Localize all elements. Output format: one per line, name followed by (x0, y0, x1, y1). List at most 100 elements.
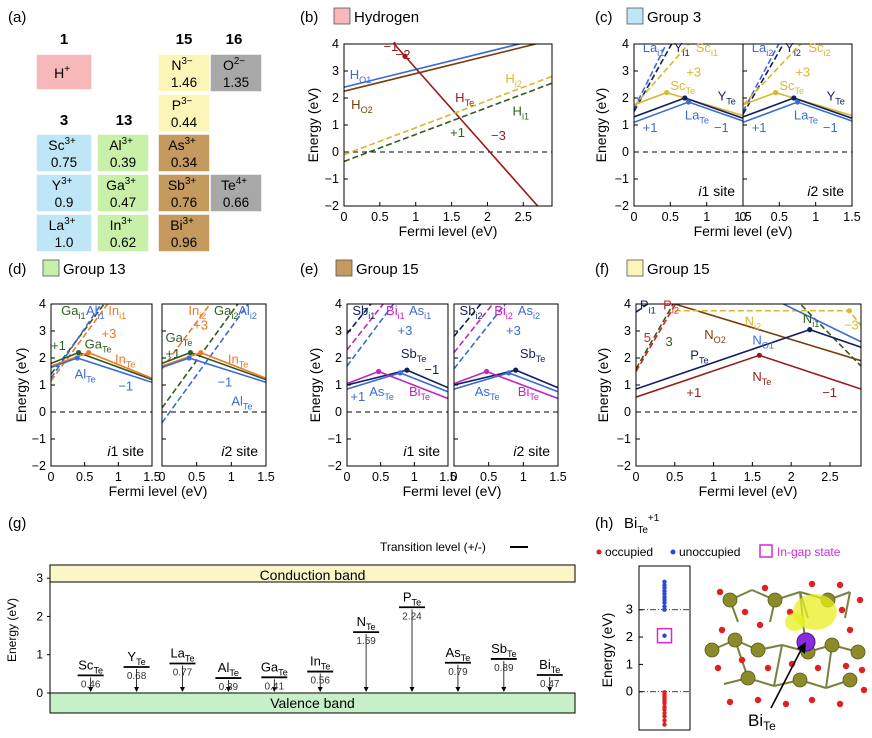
ion-symbol-sup: 3− (181, 96, 192, 107)
site-label: i1 site (107, 443, 144, 459)
ion-symbol: Ga3+ (106, 176, 136, 193)
series-line-N_O1 (783, 304, 861, 343)
annotation-sub: Te (835, 97, 845, 107)
x-tick-label: 1 (703, 210, 710, 224)
chart-panel-b: 0 0.5 1 1.5 2 2.5−2−101234HO1HO2HTeHi2Hi1−1−2… (325, 37, 553, 224)
legend-unoccupied-text: unoccupied (679, 545, 740, 559)
annotation-main: La (752, 40, 767, 55)
x-axis-title: Fermi level (eV) (699, 483, 798, 499)
annotation: +1 (350, 389, 365, 404)
te-atom (722, 592, 738, 608)
y-tick-label: 3 (332, 64, 339, 78)
annotation: LaTe (794, 108, 818, 126)
category-label: InTe (310, 654, 330, 672)
transition-point (685, 99, 692, 105)
annotation-sub: Te (795, 86, 805, 96)
arrow-head (88, 687, 94, 692)
annotation: −3 (491, 128, 506, 143)
ion-radius: 0.62 (110, 235, 136, 250)
x-tick-label: 1.5 (439, 470, 456, 484)
annotation-main: H (505, 71, 514, 86)
charge-isosurface (785, 613, 805, 631)
category-label-sub: Te (507, 649, 517, 659)
annotation: Ni2 (745, 314, 761, 332)
ion-cell (157, 93, 211, 133)
annotation: AsTe (369, 384, 394, 402)
ion-radius: 1.46 (171, 75, 197, 90)
site-label-italic: i (221, 443, 225, 459)
annotation-main: Y (718, 89, 727, 104)
annotation-sub: Te (183, 338, 193, 348)
transition-point (402, 53, 408, 59)
y-axis-title: Energy (eV) (5, 598, 19, 662)
annotation: Sci1 (696, 40, 718, 58)
series-line-P_i2_3 (636, 304, 675, 370)
o-atom (808, 580, 816, 588)
y-tick-label: 2 (39, 351, 46, 365)
x-tick-label: 0.5 (188, 470, 205, 484)
panel-c-title: Group 3 (647, 9, 701, 26)
annotation: +1 (643, 120, 658, 135)
annotation-sub: Te (384, 392, 394, 402)
category-label-main: Bi (539, 657, 551, 672)
annotation-sub: i1 (119, 311, 126, 321)
state-point-occupied (662, 718, 667, 723)
annotation-sub: i1 (78, 311, 85, 321)
ion-symbol: N3− (171, 56, 193, 73)
annotation: GaTe (165, 330, 192, 348)
legend-unoccupied-dot (670, 549, 676, 555)
category-label: AlTe (218, 660, 239, 678)
transition-point (846, 308, 852, 314)
annotation-sub: i1 (398, 311, 405, 321)
annotation: Lai1 (643, 40, 665, 58)
te-atom (842, 672, 858, 688)
annotation-sub: Te (699, 116, 709, 126)
annotation: +1 (752, 120, 767, 135)
annotation-main: Bi (518, 384, 530, 399)
bi-pointer-head (797, 642, 806, 654)
y-tick-label: −2 (32, 459, 46, 473)
y-tick-label: −2 (325, 199, 339, 213)
ion-radius: 0.47 (110, 195, 136, 210)
annotation: HO2 (351, 97, 373, 115)
annotation-main: La (794, 108, 809, 123)
ion-symbol-main: Sc (48, 137, 64, 153)
plot-area (636, 304, 861, 413)
category-label-main: La (170, 646, 185, 661)
in-gap-box (656, 627, 673, 644)
y-tick-label: 1 (622, 118, 629, 132)
ion-symbol-sup: 3+ (64, 216, 75, 227)
transition-point (773, 90, 779, 96)
annotation-sub: Te (808, 116, 818, 126)
y-tick-label: 3 (626, 602, 633, 617)
y-tick-label: 1 (626, 656, 633, 671)
te-atom (850, 644, 866, 660)
series-line-P_i2 (636, 304, 677, 372)
annotation-main: Y (785, 40, 794, 55)
y-axis-title: Energy (eV) (13, 348, 29, 423)
annotation: YTe (827, 89, 845, 107)
y-tick-label: 0 (335, 405, 342, 419)
x-tick-label: 0 (341, 210, 348, 224)
panel-f-label: (f) (595, 261, 609, 278)
y-tick-label: 3 (39, 324, 46, 338)
annotation-main: +1 (350, 389, 365, 404)
x-tick-label: 1.5 (443, 210, 460, 224)
series-line-In_i2 (162, 304, 211, 370)
series-line-La_i2 (743, 44, 780, 112)
site-label-rest: 2 site (517, 443, 551, 459)
annotation: AlTe (75, 366, 96, 384)
annotation: BiTe (409, 384, 430, 402)
legend-gap-text: In-gap state (777, 545, 841, 559)
panel-d-swatch (42, 259, 60, 277)
o-atom (836, 700, 844, 708)
annotation: NO1 (752, 333, 774, 351)
annotation: −1 (383, 39, 398, 54)
annotation: Ini1 (108, 303, 126, 321)
o-atom (761, 584, 769, 592)
annotation-main: N (745, 314, 754, 329)
annotation-sub: Te (726, 97, 736, 107)
annotation: InTe (228, 351, 248, 369)
y-tick-label: −1 (328, 432, 342, 446)
